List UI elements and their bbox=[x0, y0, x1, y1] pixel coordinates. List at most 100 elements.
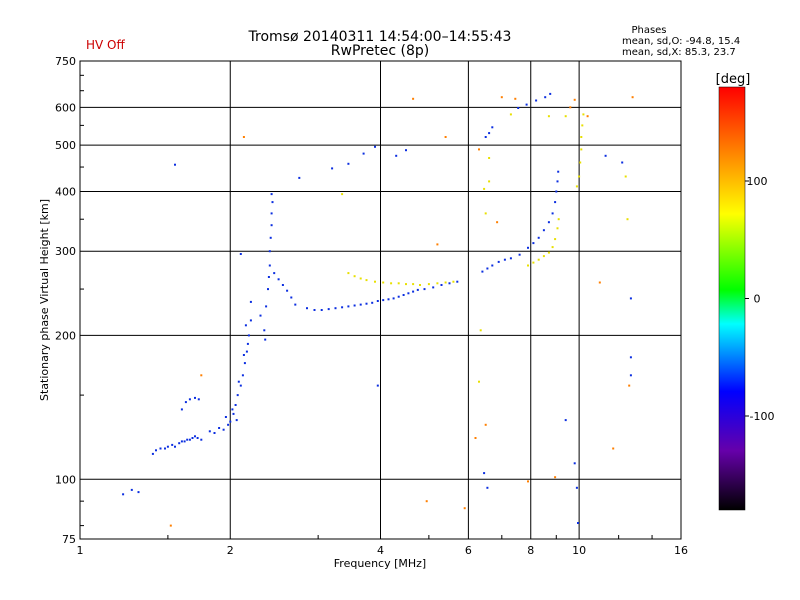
data-point-other bbox=[628, 384, 631, 387]
data-point-o bbox=[491, 126, 494, 129]
data-point-o bbox=[306, 307, 308, 310]
data-point-o bbox=[183, 440, 186, 443]
data-point-o bbox=[376, 384, 379, 387]
data-point-o bbox=[537, 236, 540, 239]
data-point-o bbox=[556, 180, 559, 183]
data-point-x bbox=[537, 258, 540, 261]
data-point-o bbox=[130, 488, 133, 491]
data-point-o bbox=[397, 295, 400, 298]
data-point-x bbox=[580, 148, 583, 151]
data-point-x bbox=[542, 255, 545, 258]
data-point-o bbox=[486, 486, 489, 489]
data-point-x bbox=[547, 251, 550, 254]
data-point-o bbox=[227, 423, 230, 426]
data-point-o bbox=[231, 408, 234, 411]
data-point-x bbox=[405, 283, 407, 286]
data-point-x bbox=[564, 115, 567, 118]
x-axis-label: Frequency [MHz] bbox=[334, 557, 426, 570]
phase-stats-x: mean, sd,X: 85.3, 23.7 bbox=[622, 47, 736, 58]
data-point-x bbox=[626, 218, 629, 221]
data-point-o bbox=[374, 145, 376, 148]
data-point-other bbox=[242, 136, 245, 138]
data-point-x bbox=[554, 238, 557, 241]
data-point-other bbox=[527, 480, 529, 483]
data-point-o bbox=[629, 374, 632, 377]
data-point-o bbox=[525, 103, 528, 106]
colorbar-tick-label: 0 bbox=[754, 293, 761, 306]
y-axis-label: Stationary phase Virtual Height [km] bbox=[38, 199, 51, 401]
data-point-o bbox=[197, 398, 200, 401]
data-point-o bbox=[577, 522, 579, 524]
data-point-other bbox=[500, 96, 503, 99]
data-point-o bbox=[557, 170, 560, 173]
data-point-other bbox=[554, 476, 557, 479]
data-point-o bbox=[241, 374, 244, 377]
data-point-o bbox=[320, 309, 323, 311]
data-point-x bbox=[551, 246, 554, 249]
data-point-o bbox=[213, 432, 216, 434]
x-tick-label: 6 bbox=[465, 544, 472, 557]
data-point-o bbox=[180, 440, 183, 443]
colorbar-ticks: 100 0 -100 bbox=[745, 175, 774, 423]
data-point-x bbox=[452, 280, 455, 283]
data-point-o bbox=[151, 452, 154, 455]
data-point-x bbox=[532, 261, 535, 264]
data-point-x bbox=[479, 329, 482, 332]
y-tick-label: 600 bbox=[55, 101, 76, 114]
data-point-o bbox=[270, 224, 273, 227]
data-point-other bbox=[569, 106, 572, 109]
data-point-x bbox=[341, 193, 344, 196]
data-point-o bbox=[488, 132, 491, 135]
data-point-o bbox=[518, 253, 521, 256]
data-point-o bbox=[244, 324, 247, 327]
plot-frame bbox=[79, 60, 682, 540]
data-point-o bbox=[544, 96, 547, 99]
data-point-other bbox=[200, 374, 203, 377]
data-point-o bbox=[402, 294, 405, 296]
data-point-o bbox=[359, 303, 362, 306]
data-point-other bbox=[474, 437, 477, 439]
data-point-x bbox=[556, 227, 559, 230]
data-point-o bbox=[268, 250, 271, 253]
data-point-o bbox=[532, 242, 535, 245]
x-tick-label: 4 bbox=[377, 544, 384, 557]
scatter-points bbox=[122, 92, 634, 527]
colorbar-tick-label: -100 bbox=[750, 410, 775, 423]
data-point-other bbox=[496, 221, 499, 224]
data-point-o bbox=[365, 302, 368, 305]
data-point-o bbox=[281, 284, 284, 286]
data-point-o bbox=[188, 438, 191, 441]
data-point-o bbox=[246, 342, 249, 345]
data-point-o bbox=[405, 149, 407, 152]
data-point-o bbox=[483, 472, 486, 475]
data-point-o bbox=[269, 236, 272, 239]
data-point-o bbox=[347, 162, 350, 165]
data-point-o bbox=[327, 308, 330, 311]
data-point-o bbox=[371, 301, 374, 304]
data-point-o bbox=[547, 221, 550, 224]
data-point-o bbox=[484, 136, 487, 138]
data-point-o bbox=[347, 305, 350, 308]
data-point-o bbox=[137, 491, 140, 494]
data-point-o bbox=[232, 412, 235, 415]
data-point-o bbox=[242, 354, 245, 356]
data-point-o bbox=[551, 212, 554, 215]
data-point-o bbox=[554, 201, 557, 204]
data-point-o bbox=[122, 493, 125, 496]
data-point-o bbox=[247, 334, 250, 337]
data-point-o bbox=[264, 338, 267, 341]
plot-grid bbox=[80, 61, 681, 539]
data-point-other bbox=[463, 507, 466, 510]
colorbar-tick-label: 100 bbox=[747, 175, 768, 188]
x-tick-label: 8 bbox=[527, 544, 534, 557]
data-point-x bbox=[427, 283, 430, 286]
x-axis-ticks: 1 2 4 6 8 10 16 bbox=[77, 535, 688, 557]
data-point-o bbox=[517, 107, 520, 109]
data-point-o bbox=[270, 212, 273, 215]
data-point-x bbox=[374, 280, 376, 283]
data-point-o bbox=[573, 462, 576, 465]
data-point-o bbox=[194, 435, 196, 438]
phase-stats-heading: Phases bbox=[631, 25, 666, 36]
data-point-o bbox=[224, 416, 227, 418]
y-tick-label: 400 bbox=[55, 185, 76, 198]
